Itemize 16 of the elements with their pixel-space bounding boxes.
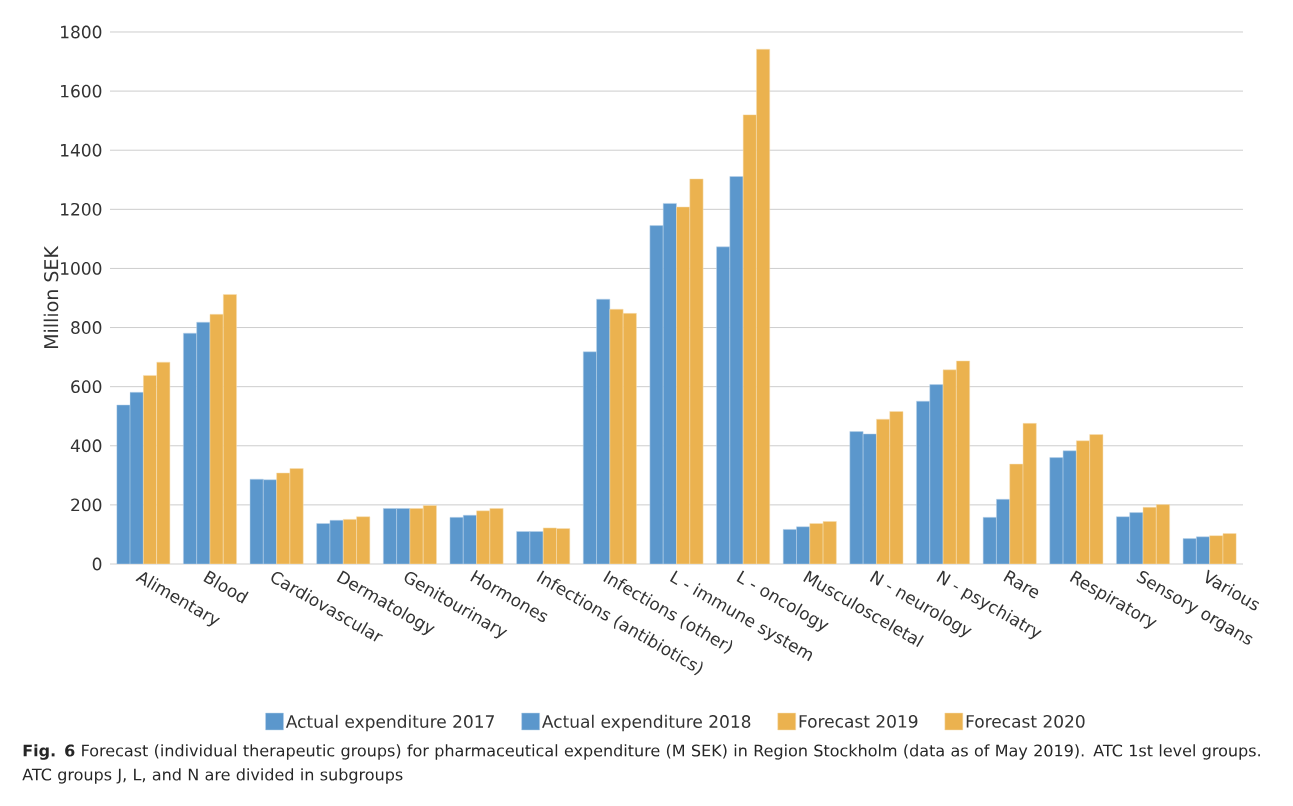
- y-tick-label: 1800: [61, 25, 102, 39]
- legend-label: Actual expenditure 2018: [542, 714, 751, 732]
- y-tick-label: 200: [71, 498, 102, 512]
- y-tick-label: 600: [71, 380, 102, 394]
- y-tick-label: 800: [71, 321, 102, 334]
- y-tick-label: 1400: [61, 143, 102, 157]
- y-tick-label: 1600: [61, 84, 102, 98]
- legend-label: Forecast 2020: [966, 714, 1085, 728]
- y-axis-title: Million SEK: [43, 245, 59, 348]
- y-tick-label: 1200: [61, 202, 102, 216]
- y-tick-label: 400: [70, 439, 102, 453]
- legend-label: Forecast 2019: [799, 714, 918, 728]
- y-tick-label: 0: [92, 557, 102, 571]
- text: Fig. 6 Forecast (individual therapeutic groups) for pharmaceutical expenditure (M SEK) in Region Stockholm (data as of May 2019). ATC 1st level groups. ATC groups J, L, and N are divided in subgroups: [22, 744, 1260, 784]
- legend-label: Actual expenditure 2017: [285, 714, 494, 732]
- y-tick-label: 1000: [61, 262, 102, 275]
